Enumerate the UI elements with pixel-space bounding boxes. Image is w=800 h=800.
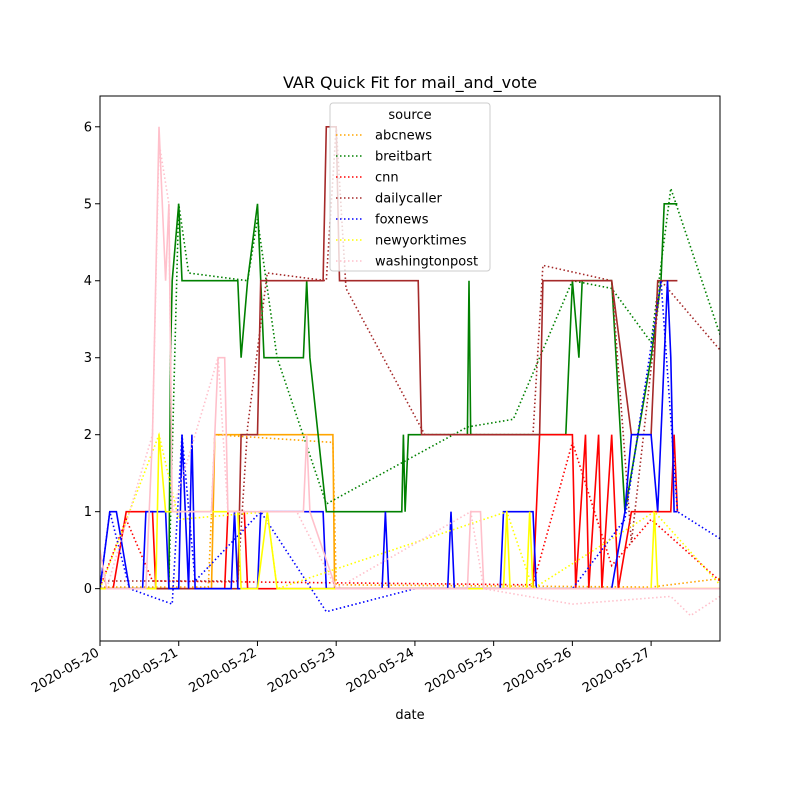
- y-tick-label: 2: [84, 428, 92, 443]
- y-tick-label: 4: [84, 274, 92, 289]
- plot-frame: [99, 95, 721, 642]
- legend-title: source: [388, 108, 431, 123]
- legend: source abcnews breitbart cnn dailycaller foxn…: [329, 102, 491, 272]
- series-washingtonpost-fit-line: [100, 142, 720, 617]
- series-cnn-observed-line: [100, 433, 679, 590]
- x-tick-label: 2020-05-26: [501, 645, 574, 696]
- x-tick-label: 2020-05-27: [580, 645, 653, 696]
- legend-label-cnn: cnn: [375, 171, 399, 186]
- chart-title: VAR Quick Fit for mail_and_vote: [283, 73, 537, 93]
- x-tick-label: 2020-05-22: [187, 645, 260, 696]
- series-breitbart-fit-line: [168, 188, 720, 582]
- series-dailycaller-fit-line: [100, 126, 720, 582]
- series-foxnews-fit-line: [100, 280, 720, 613]
- y-tick-label: 3: [84, 351, 92, 366]
- legend-label-breitbart: breitbart: [375, 150, 432, 165]
- y-tick-label: 0: [84, 582, 92, 597]
- legend-label-abcnews: abcnews: [375, 129, 432, 144]
- legend-box: [329, 102, 491, 272]
- legend-label-washingtonpost: washingtonpost: [375, 255, 478, 270]
- legend-label-newyorktimes: newyorktimes: [375, 234, 467, 249]
- x-tick-label: 2020-05-20: [29, 645, 102, 696]
- legend-label-dailycaller: dailycaller: [375, 192, 442, 207]
- y-tick-label: 5: [84, 197, 92, 212]
- x-tick-label: 2020-05-23: [265, 645, 338, 696]
- x-axis-title: date: [395, 708, 424, 723]
- x-tick-label: 2020-05-24: [344, 645, 417, 696]
- legend-label-foxnews: foxnews: [375, 213, 429, 228]
- y-tick-label: 6: [84, 120, 92, 135]
- y-tick-label: 1: [84, 505, 92, 520]
- series-foxnews-observed-line: [100, 280, 678, 590]
- x-tick-label: 2020-05-21: [108, 645, 181, 696]
- x-tick-label: 2020-05-25: [423, 645, 496, 696]
